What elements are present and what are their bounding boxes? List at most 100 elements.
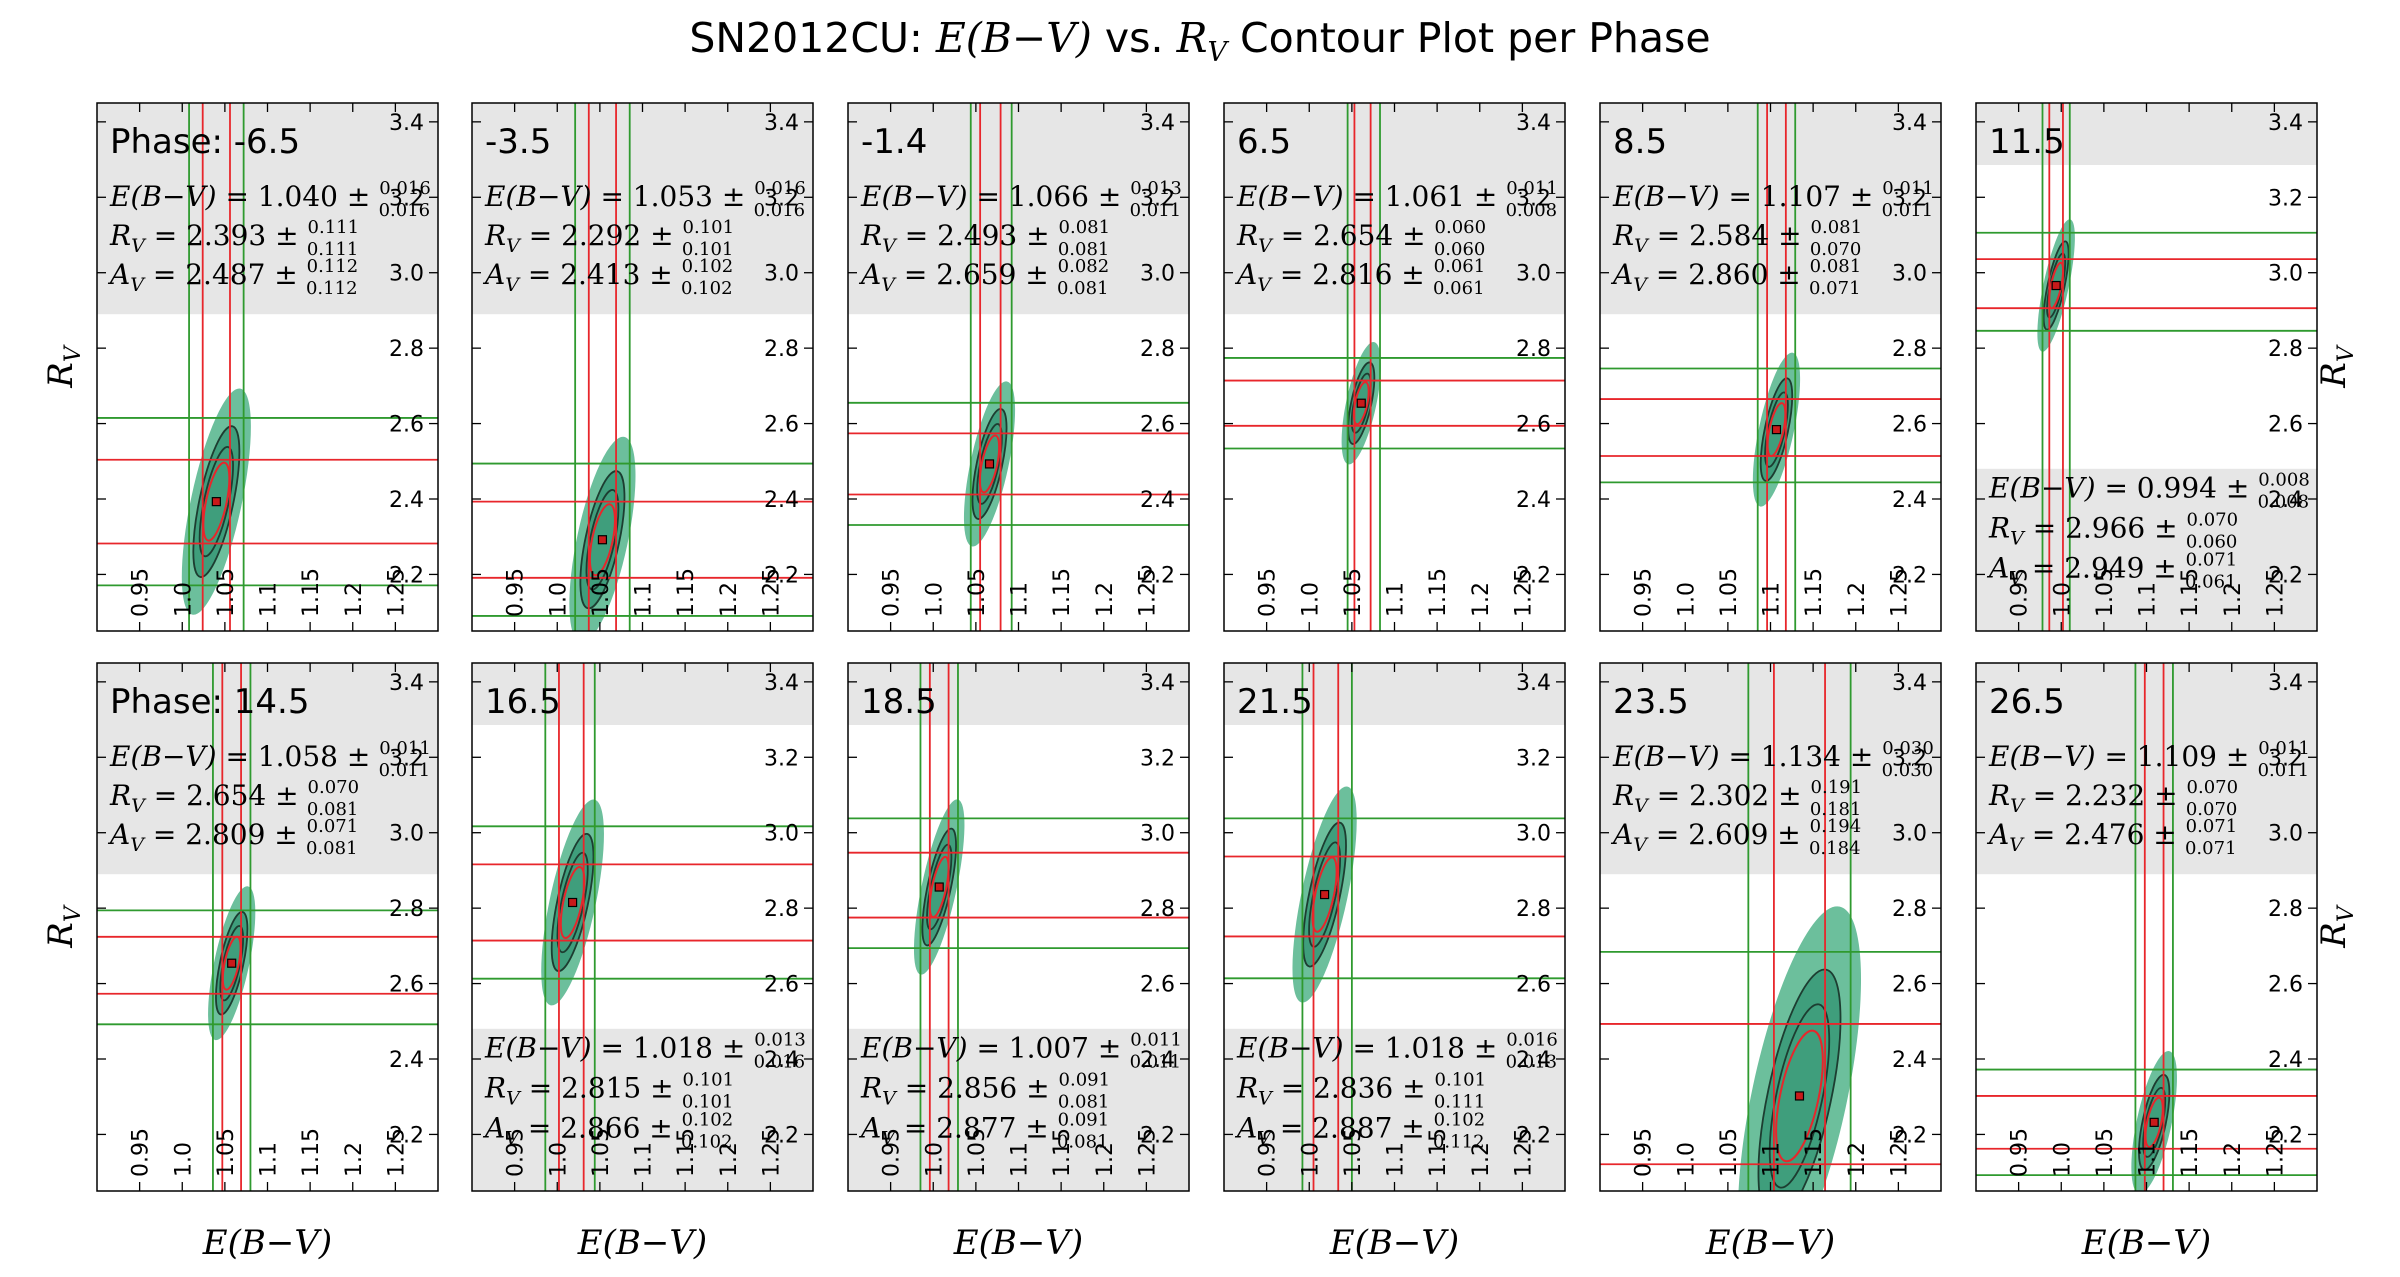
panel-10-info-box xyxy=(1224,1028,1565,1191)
panel-3-xtick-label: 1.05 xyxy=(965,568,990,617)
panel-7-phase-label: Phase: 14.5 xyxy=(110,682,309,722)
panel-7: 2.2 2.4 2.6 2.8 3.0 3.2 3.4 0.95 1.0 1.05 1.1 1.15 1… xyxy=(41,662,439,1263)
panel-6-stat-ebv: E(B−V) = 0.994 ± 0.008 0.008 xyxy=(1988,469,2310,512)
panel-9-xaxis-label: E(B−V) xyxy=(953,1223,1083,1263)
panel-8-ytick-label: 3.4 xyxy=(764,671,799,696)
panel-1-ellipse-1sigma-red xyxy=(202,461,231,542)
panel-2-xtick-label: 1.25 xyxy=(759,568,784,617)
panel-8-xtick-label: 1.1 xyxy=(632,1142,657,1177)
panel-6-stat-av: AV = 2.949 ± 0.071 0.061 xyxy=(1986,549,2237,592)
panel-2-contour-1sigma xyxy=(585,489,620,591)
panel-11-stat-av: AV = 2.609 ± 0.194 0.184 xyxy=(1610,816,1861,859)
panel-1-contour-2sigma xyxy=(192,425,241,578)
panel-6-xtick-label: 1.1 xyxy=(2136,582,2161,617)
panel-10-stat-rv: RV = 2.836 ± 0.101 0.111 xyxy=(1236,1069,1486,1112)
panel-3-ytick-label: 3.4 xyxy=(1140,111,1175,136)
panel-9-ytick-label: 2.2 xyxy=(1140,1123,1175,1148)
panel-12-ytick-label: 3.4 xyxy=(2268,671,2303,696)
panel-6-ytick-label: 2.2 xyxy=(2268,563,2303,588)
panel-12-phase-label: 26.5 xyxy=(1989,682,2065,722)
panel-1: 2.2 2.4 2.6 2.8 3.0 3.2 3.4 0.95 1.0 1.05 1.1 1.15 1… xyxy=(41,102,439,632)
figure-title-suffix: Contour Plot per Phase xyxy=(1227,14,1711,62)
panel-4-xtick-label: 1.05 xyxy=(1341,568,1366,617)
panel-1-xtick-label: 1.1 xyxy=(257,582,282,617)
panel-6-phase-band xyxy=(1976,103,2317,165)
panel-7-ytick-label: 3.0 xyxy=(389,822,424,847)
panel-10-xtick-label: 1.1 xyxy=(1384,1142,1409,1177)
panel-10-xaxis-label: E(B−V) xyxy=(1329,1223,1459,1263)
panel-5-ytick-label: 2.6 xyxy=(1892,413,1927,438)
panel-7-best-fit-marker xyxy=(227,958,237,968)
panel-8-ytick-label: 2.4 xyxy=(764,1048,799,1073)
panel-5-ytick-label: 3.2 xyxy=(1892,186,1927,211)
panel-10-xtick-label: 1.25 xyxy=(1511,1128,1536,1177)
panel-7-xtick-label: 1.25 xyxy=(384,1128,409,1177)
panel-11-xtick-label: 1.1 xyxy=(1760,1142,1785,1177)
panel-3-best-fit-marker xyxy=(984,459,995,469)
panel-1-plot-area xyxy=(97,103,438,631)
panel-9-ytick-label: 2.6 xyxy=(1140,973,1175,998)
panel-10-xtick-label: 0.95 xyxy=(1256,1128,1281,1177)
panel-3-xtick-label: 1.1 xyxy=(1008,582,1033,617)
panel-1-phase-label: Phase: -6.5 xyxy=(110,122,300,162)
panel-9-best-fit-marker xyxy=(934,882,944,892)
panel-3-ytick-label: 2.6 xyxy=(1140,413,1175,438)
panel-5-xtick-label: 1.1 xyxy=(1760,582,1785,617)
panel-12-ytick-label: 2.6 xyxy=(2268,973,2303,998)
panel-12-yaxis-label: RV xyxy=(2314,904,2359,949)
panel-12-stat-ebv: E(B−V) = 1.109 ± 0.011 0.011 xyxy=(1988,738,2310,781)
panel-1-ytick-label: 2.4 xyxy=(389,488,424,513)
panel-2-stat-rv: RV = 2.292 ± 0.101 0.101 xyxy=(484,217,734,260)
panel-5-ytick-label: 2.8 xyxy=(1892,337,1927,362)
panel-4-ytick-label: 3.0 xyxy=(1516,262,1551,287)
panel-10-xtick-label: 1.05 xyxy=(1341,1128,1366,1177)
panel-11-ellipse-1sigma-red xyxy=(1775,1029,1824,1163)
panel-12-xtick-label: 1.25 xyxy=(2263,1128,2288,1177)
panel-7-xtick-label: 1.1 xyxy=(257,1142,282,1177)
panel-2-best-fit-marker xyxy=(597,535,608,545)
panel-5-ytick-label: 2.4 xyxy=(1892,488,1927,513)
panel-6-ytick-label: 3.2 xyxy=(2268,186,2303,211)
panel-8-ellipse-1sigma-red xyxy=(559,866,586,939)
panel-7-yaxis-label: RV xyxy=(41,904,86,949)
panel-3-ytick-label: 2.4 xyxy=(1140,488,1175,513)
panel-2-xtick-label: 1.0 xyxy=(546,582,571,617)
panel-9-ytick-label: 3.2 xyxy=(1140,746,1175,771)
panel-3-xtick-label: 0.95 xyxy=(880,568,905,617)
panel-11-ytick-label: 3.4 xyxy=(1892,671,1927,696)
panel-3-stat-av: AV = 2.659 ± 0.082 0.081 xyxy=(858,256,1109,299)
panel-8-xtick-label: 1.05 xyxy=(589,1128,614,1177)
panel-1-ytick-label: 2.2 xyxy=(389,563,424,588)
panel-3-ellipse-1sigma-red xyxy=(978,434,1001,494)
figure-title-rv-sub: V xyxy=(1207,37,1228,69)
panel-2-ytick-label: 2.4 xyxy=(764,488,799,513)
panel-12-contour-1sigma xyxy=(2142,1086,2167,1158)
panel-7-ytick-label: 2.6 xyxy=(389,973,424,998)
panel-10-plot-area xyxy=(1224,663,1565,1191)
panel-4-ytick-label: 2.4 xyxy=(1516,488,1551,513)
panel-11-phase-label: 23.5 xyxy=(1613,682,1689,722)
panel-8-ytick-label: 2.2 xyxy=(764,1123,799,1148)
panel-4-plot-area xyxy=(1224,103,1565,631)
panel-4-xtick-label: 1.1 xyxy=(1384,582,1409,617)
panel-3-info-box xyxy=(848,103,1189,315)
panel-8-xtick-label: 1.15 xyxy=(674,1128,699,1177)
panel-2-ellipse-1sigma-red xyxy=(588,503,616,577)
panel-6-ytick-label: 2.8 xyxy=(2268,337,2303,362)
panel-1-stat-rv: RV = 2.393 ± 0.111 0.111 xyxy=(109,217,359,260)
panel-11-ytick-label: 2.6 xyxy=(1892,973,1927,998)
panel-4: 2.2 2.4 2.6 2.8 3.0 3.2 3.4 0.95 1.0 1.05 1.1 1.15 1… xyxy=(1223,102,1566,632)
panel-3-xtick-label: 1.15 xyxy=(1050,568,1075,617)
panel-12-ytick-label: 2.8 xyxy=(2268,897,2303,922)
panel-1-stat-ebv: E(B−V) = 1.040 ± 0.016 0.016 xyxy=(109,178,431,221)
panel-10-xtick-label: 1.0 xyxy=(1298,1142,1323,1177)
panel-5-contour-1sigma xyxy=(1764,391,1789,468)
panel-12-xaxis-label: E(B−V) xyxy=(2081,1223,2211,1263)
panel-9-phase-label: 18.5 xyxy=(861,682,937,722)
panel-5-ytick-label: 3.4 xyxy=(1892,111,1927,136)
panel-5-xtick-label: 1.0 xyxy=(1674,582,1699,617)
panel-9-xtick-label: 1.25 xyxy=(1135,1128,1160,1177)
panel-8-stat-ebv: E(B−V) = 1.018 ± 0.013 0.016 xyxy=(484,1029,806,1072)
panel-12-ellipse-1sigma-red xyxy=(2144,1096,2164,1148)
panel-2-ytick-label: 3.0 xyxy=(764,262,799,287)
